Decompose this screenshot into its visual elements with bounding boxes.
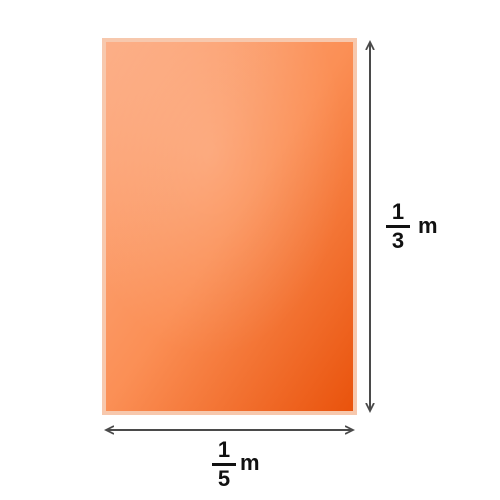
height-fraction: 1 3 [386, 201, 410, 252]
width-fraction: 1 5 [212, 439, 236, 490]
height-denominator: 3 [391, 227, 405, 253]
width-numerator: 1 [217, 437, 231, 462]
width-denominator: 5 [217, 465, 231, 491]
rectangle-shine [106, 42, 353, 411]
height-fraction-bar [386, 225, 410, 228]
width-fraction-bar [212, 463, 236, 466]
width-unit: m [240, 450, 260, 476]
height-unit: m [418, 213, 438, 239]
width-label: 1 5 m [212, 439, 260, 490]
height-label: 1 3 m [386, 201, 438, 252]
height-numerator: 1 [391, 199, 405, 224]
